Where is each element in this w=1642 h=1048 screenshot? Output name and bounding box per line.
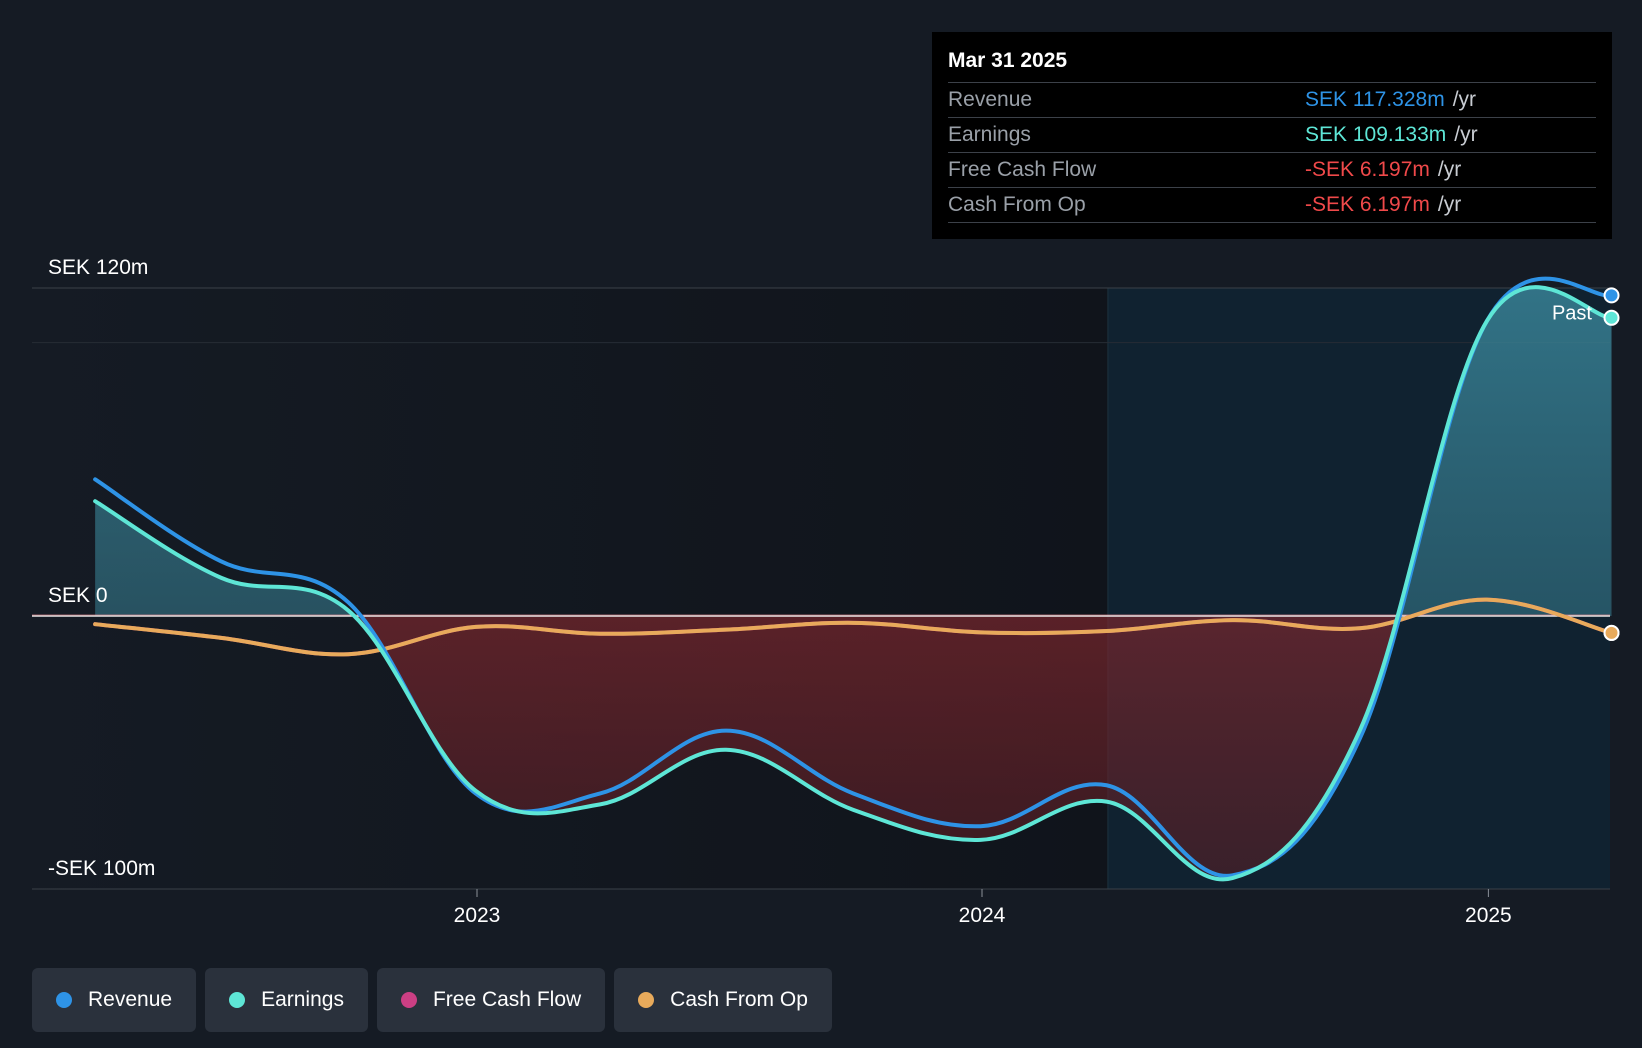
past-label: Past — [1552, 302, 1592, 324]
free-cash-flow-dot-icon — [400, 992, 417, 1008]
tooltip-date: Mar 31 2025 — [948, 46, 1596, 83]
series-line-earnings — [93, 285, 1614, 882]
cash-from-op-dot-icon — [638, 992, 655, 1008]
legend-label: Earnings — [261, 988, 344, 1011]
end-point-earnings — [1603, 309, 1620, 326]
legend-label: Free Cash Flow — [432, 988, 582, 1011]
tooltip-unit: /yr — [1454, 123, 1478, 146]
tooltip-value: SEK 109.133m — [1305, 123, 1447, 146]
legend-item-cash-from-op[interactable]: Cash From Op — [614, 968, 832, 1032]
chart: SEK 120m SEK 0 -SEK 100m 2023 2024 2025 Past — [32, 256, 1620, 927]
end-point-cash-from-op — [1603, 624, 1620, 641]
earnings-negative-area — [95, 616, 1612, 880]
legend-item-revenue[interactable]: Revenue — [32, 968, 197, 1032]
legend-label: Cash From Op — [670, 988, 808, 1011]
y-tick-label: -SEK 100m — [48, 857, 155, 880]
tooltip-unit: /yr — [1452, 88, 1477, 111]
tooltip-row-free-cash-flow: Free Cash Flow -SEK 6.197m /yr — [948, 153, 1596, 188]
tooltip-row-cash-from-op: Cash From Op -SEK 6.197m /yr — [948, 188, 1596, 223]
tooltip-value: -SEK 6.197m — [1305, 193, 1430, 216]
legend-item-earnings[interactable]: Earnings — [205, 968, 368, 1032]
tooltip-unit: /yr — [1437, 193, 1462, 216]
y-tick-label: SEK 0 — [48, 584, 108, 607]
earnings-positive-area — [95, 287, 1612, 616]
legend-label: Revenue — [88, 988, 173, 1011]
legend-item-free-cash-flow[interactable]: Free Cash Flow — [376, 968, 606, 1032]
tooltip: Mar 31 2025 Revenue SEK 117.328m /yr Ear… — [932, 32, 1612, 239]
tooltip-value: SEK 117.328m — [1305, 88, 1445, 111]
x-tick-label: 2023 — [454, 904, 501, 927]
revenue-dot-icon — [56, 992, 72, 1008]
tooltip-value: -SEK 6.197m — [1305, 158, 1430, 181]
tooltip-name: Free Cash Flow — [948, 158, 1097, 181]
x-tick-label: 2025 — [1465, 904, 1512, 927]
end-point-revenue — [1603, 287, 1620, 304]
series-line-cash-from-op — [93, 597, 1614, 657]
tooltip-name: Earnings — [948, 123, 1031, 146]
legend: Revenue Earnings Free Cash Flow Cash Fro… — [32, 968, 832, 1032]
tooltip-name: Cash From Op — [948, 193, 1086, 216]
tooltip-unit: /yr — [1437, 158, 1462, 181]
earnings-dot-icon — [229, 992, 246, 1008]
tooltip-name: Revenue — [948, 88, 1033, 111]
tooltip-row-revenue: Revenue SEK 117.328m /yr — [948, 83, 1596, 118]
tooltip-row-earnings: Earnings SEK 109.133m /yr — [948, 118, 1596, 153]
x-tick-label: 2024 — [959, 904, 1006, 927]
y-tick-label: SEK 120m — [48, 256, 148, 279]
